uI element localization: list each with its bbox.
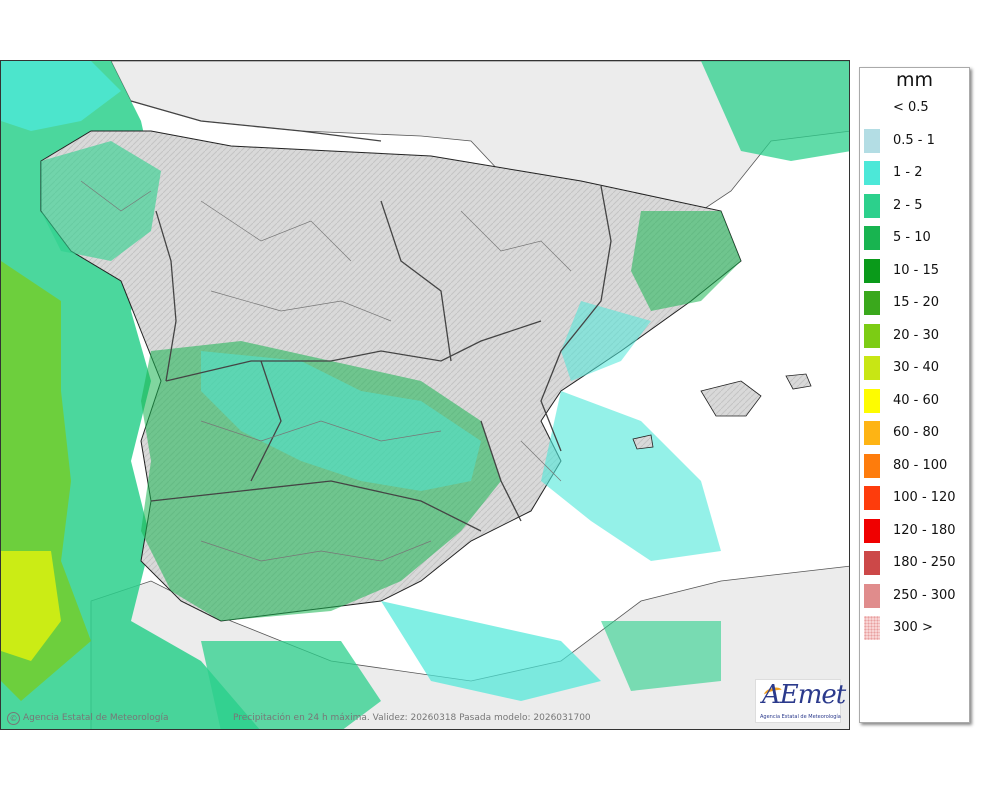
legend-swatch: [864, 453, 880, 478]
ibiza-island: [632, 434, 654, 450]
legend-swatch: [864, 616, 880, 640]
legend-item: 2 - 5: [864, 193, 968, 220]
legend-label: < 0.5: [893, 100, 929, 115]
legend-swatch: [864, 161, 880, 185]
legend-label: 60 - 80: [893, 425, 940, 440]
precip-area-center: [201, 351, 481, 491]
legend-item: 30 - 40: [864, 356, 968, 382]
province-borders: [80, 180, 572, 562]
precip-area-alboran: [381, 601, 601, 701]
map-caption: Precipitación en 24 h máxima. Validez: 2…: [233, 713, 591, 723]
logo-subtitle: Agencia Estatal de Meteorología: [760, 714, 841, 720]
legend-label: 20 - 30: [893, 327, 940, 343]
legend-item: 120 - 180: [864, 518, 968, 545]
legend-swatch: [864, 226, 880, 250]
regional-borders: [130, 100, 612, 532]
precip-area-northwest: [1, 61, 121, 131]
legend-swatch: [864, 551, 880, 575]
legend-label: 40 - 60: [893, 392, 940, 408]
map-graphic: [1, 61, 849, 729]
legend-item: 250 - 300: [864, 583, 968, 610]
precipitation-legend: mm < 0.5 0.5 - 1 1 - 2 2 - 5 5 - 10 10 - 15 15…: [859, 67, 970, 723]
precip-area-strait: [201, 641, 381, 729]
legend-item: 100 - 120: [864, 486, 968, 512]
legend-item: 40 - 60: [864, 388, 968, 415]
logo-wordmark: AEmet: [762, 680, 846, 710]
legend-item: 300 >: [864, 616, 968, 642]
precip-area-catalonia: [631, 211, 741, 311]
precip-area-gulf-of-lion: [701, 61, 849, 161]
legend-swatch: [864, 128, 880, 153]
legend-swatch: [864, 518, 880, 543]
legend-label: 100 - 120: [893, 490, 956, 505]
legend-label: 80 - 100: [893, 457, 948, 473]
menorca-island: [785, 373, 812, 390]
legend-swatch: [864, 96, 880, 120]
legend-item: 15 - 20: [864, 291, 968, 317]
legend-swatch: [864, 583, 880, 608]
legend-label: 120 - 180: [893, 522, 956, 538]
legend-label: 180 - 250: [893, 555, 956, 570]
legend-label: 1 - 2: [893, 165, 923, 180]
legend-item: 0.5 - 1: [864, 128, 968, 155]
precip-area-algeria: [601, 621, 721, 691]
copyright-notice: © Agencia Estatal de Meteorología: [7, 712, 169, 725]
legend-swatch: [864, 356, 880, 380]
mallorca-island: [700, 380, 762, 417]
legend-swatch: [864, 323, 880, 348]
precip-area-mediterranean: [541, 391, 721, 561]
precip-area-east-coast: [561, 301, 651, 381]
legend-label: 0.5 - 1: [893, 132, 935, 148]
legend-swatch: [864, 291, 880, 315]
precipitation-map[interactable]: © Agencia Estatal de Meteorología Precip…: [0, 60, 850, 730]
legend-label: 250 - 300: [893, 587, 956, 603]
legend-label: 15 - 20: [893, 295, 940, 310]
legend-label: 10 - 15: [893, 262, 940, 278]
legend-item: 5 - 10: [864, 226, 968, 252]
legend-item: 180 - 250: [864, 551, 968, 577]
legend-item: 80 - 100: [864, 453, 968, 480]
legend-label: 30 - 40: [893, 360, 940, 375]
precip-area-yellow: [1, 551, 61, 661]
legend-unit: mm: [895, 69, 934, 91]
legend-swatch: [864, 486, 880, 510]
legend-swatch: [864, 193, 880, 218]
legend-label: 5 - 10: [893, 230, 931, 245]
copyright-icon: ©: [7, 712, 20, 725]
legend-label: 2 - 5: [893, 197, 923, 213]
legend-swatch: [864, 258, 880, 283]
legend-item: 60 - 80: [864, 421, 968, 447]
precip-area-galicia: [41, 141, 161, 261]
legend-item: < 0.5: [864, 96, 968, 122]
legend-item: 20 - 30: [864, 323, 968, 350]
legend-item: 1 - 2: [864, 161, 968, 187]
legend-label: 300 >: [893, 620, 933, 635]
legend-swatch: [864, 421, 880, 445]
aemet-logo[interactable]: AEmet Agencia Estatal de Meteorología: [755, 679, 846, 723]
legend-item: 10 - 15: [864, 258, 968, 285]
copyright-text: Agencia Estatal de Meteorología: [23, 713, 169, 723]
legend-swatch: [864, 388, 880, 413]
